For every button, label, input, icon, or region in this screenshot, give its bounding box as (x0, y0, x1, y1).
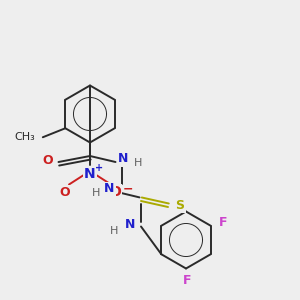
Text: H: H (110, 226, 118, 236)
Text: N: N (125, 218, 136, 232)
Text: O: O (110, 185, 122, 199)
Text: S: S (176, 199, 184, 212)
Text: F: F (183, 274, 192, 287)
Text: O: O (59, 185, 70, 199)
Text: H: H (134, 158, 142, 169)
Text: N: N (104, 182, 115, 196)
Text: −: − (122, 182, 133, 196)
Text: CH₃: CH₃ (15, 132, 35, 142)
Text: F: F (218, 216, 227, 229)
Text: +: + (95, 163, 103, 173)
Text: N: N (118, 152, 128, 166)
Text: N: N (84, 167, 96, 181)
Text: O: O (43, 154, 53, 167)
Text: H: H (92, 188, 100, 199)
